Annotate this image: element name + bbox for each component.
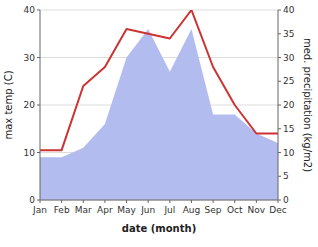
y-label: max temp (C) xyxy=(3,70,14,139)
tick-label: 35 xyxy=(283,29,294,39)
tick xyxy=(234,200,235,203)
tick xyxy=(278,152,281,153)
tick xyxy=(278,10,281,11)
chart: 0 10 20 30 40 0 5 10 15 20 25 30 35 40 Jan Feb Mar Apr May… xyxy=(0,0,318,247)
tick xyxy=(37,105,40,106)
tick-label: Dec xyxy=(269,205,286,215)
tick xyxy=(40,200,41,203)
tick-label: 10 xyxy=(24,148,36,158)
tick-label: 15 xyxy=(283,124,294,134)
tick xyxy=(148,200,149,203)
tick-label: 25 xyxy=(283,76,294,86)
tick xyxy=(278,176,281,177)
tick-label: Mar xyxy=(75,205,92,215)
tick-label: Jan xyxy=(32,205,47,215)
tick-label: Aug xyxy=(183,205,201,215)
tick xyxy=(278,57,281,58)
tick xyxy=(61,200,62,203)
tick-label: 30 xyxy=(283,53,295,63)
tick xyxy=(278,33,281,34)
y2-label: med. precipitation (kg/m2) xyxy=(302,38,313,172)
tick xyxy=(126,200,127,203)
tick xyxy=(213,200,214,203)
tick xyxy=(278,105,281,106)
tick xyxy=(37,57,40,58)
tick-label: Sep xyxy=(205,205,222,215)
tick-label: 20 xyxy=(24,100,36,110)
tick xyxy=(256,200,257,203)
tick xyxy=(191,200,192,203)
tick-label: Feb xyxy=(54,205,70,215)
tick xyxy=(278,81,281,82)
line xyxy=(40,10,278,150)
tick xyxy=(169,200,170,203)
x-label: date (month) xyxy=(122,223,196,234)
tick-label: Apr xyxy=(97,205,113,215)
tick-label: Jul xyxy=(163,205,175,215)
tick-label: Oct xyxy=(227,205,243,215)
grid-line xyxy=(40,200,278,201)
grid-line xyxy=(40,10,278,11)
tick-label: 10 xyxy=(283,148,295,158)
x-axis xyxy=(40,200,278,201)
tick-label: 40 xyxy=(24,5,36,15)
tick xyxy=(278,200,279,203)
tick-label: 30 xyxy=(24,53,36,63)
tick-label: 0 xyxy=(29,195,35,205)
tick-label: 0 xyxy=(283,195,289,205)
plot-area xyxy=(40,10,278,200)
tick-label: May xyxy=(117,205,136,215)
tick-label: 5 xyxy=(283,171,289,181)
tick-label: Nov xyxy=(248,205,266,215)
tick xyxy=(278,128,281,129)
tick-label: Jun xyxy=(140,205,155,215)
tick xyxy=(37,152,40,153)
tick xyxy=(104,200,105,203)
tick xyxy=(37,10,40,11)
tick xyxy=(83,200,84,203)
tick-label: 20 xyxy=(283,100,295,110)
tick-label: 40 xyxy=(283,5,295,15)
